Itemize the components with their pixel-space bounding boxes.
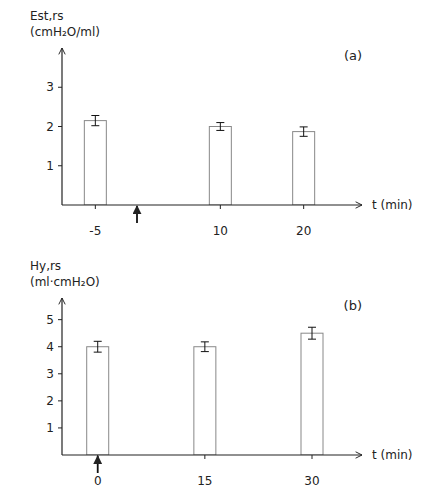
error-bar-stem [312, 327, 313, 339]
y-tick-label: 3 [46, 367, 54, 381]
error-bar-cap [94, 341, 102, 342]
y-tick-label: 4 [46, 340, 54, 354]
y-axis-label: Hy,rs [30, 259, 61, 273]
error-bar [94, 341, 102, 352]
x-axis-label: t (min) [372, 198, 413, 212]
y-tick [58, 427, 62, 428]
error-bar-cap [300, 126, 308, 127]
panel: 1 2 3 -5 10 20 t (min) Est,rs (cmH₂O/ml) (a) [30, 9, 413, 238]
y-tick [58, 346, 62, 347]
error-bar-cap [94, 352, 102, 353]
y-axis [61, 298, 62, 455]
y-tick [58, 373, 62, 374]
figure: 1 2 3 -5 10 20 t (min) Est,rs (cmH₂O/ml) (a) 1 2 3 4 5… [0, 0, 421, 500]
panel: 1 2 3 4 5 0 15 30 t (min) Hy,rs (ml·cmH₂O) (b) [30, 259, 413, 488]
y-axis-label: Est,rs [30, 9, 64, 23]
x-tick [312, 455, 313, 459]
y-tick-label: 2 [46, 394, 54, 408]
error-bar-stem [220, 123, 221, 131]
bar [293, 132, 315, 205]
x-tick-label: -5 [89, 224, 101, 238]
y-tick-label: 2 [46, 120, 54, 134]
error-bar-cap [216, 122, 224, 123]
error-bar-stem [97, 341, 98, 352]
y-axis-label: (cmH₂O/ml) [30, 25, 100, 39]
error-bar [91, 116, 99, 126]
y-tick-label: 3 [46, 80, 54, 94]
y-axis-label: (ml·cmH₂O) [30, 275, 100, 289]
y-tick [58, 400, 62, 401]
error-bar-cap [201, 341, 209, 342]
x-tick [220, 205, 221, 209]
error-bar-cap [300, 136, 308, 137]
error-bar-cap [308, 339, 316, 340]
error-bar-cap [308, 327, 316, 328]
x-tick-label: 0 [94, 474, 102, 488]
error-bar-stem [204, 342, 205, 352]
error-bar-cap [91, 115, 99, 116]
panel-title: (a) [344, 48, 362, 63]
annotation-arrow [136, 206, 138, 223]
chart-root: 1 2 3 -5 10 20 t (min) Est,rs (cmH₂O/ml) (a) 1 2 3 4 5… [0, 0, 421, 500]
bar [87, 347, 109, 455]
y-tick-label: 5 [46, 313, 54, 327]
bar [209, 127, 231, 206]
y-tick [58, 165, 62, 166]
y-tick [58, 87, 62, 88]
annotation-arrow [97, 456, 99, 473]
error-bar [300, 127, 308, 136]
x-tick [95, 205, 96, 209]
bar [194, 347, 216, 455]
bar [301, 333, 323, 455]
y-tick [58, 126, 62, 127]
y-tick-label: 1 [46, 421, 54, 435]
x-tick-label: 15 [197, 474, 212, 488]
x-axis-label: t (min) [372, 448, 413, 462]
x-axis [62, 204, 362, 205]
error-bar-stem [303, 127, 304, 136]
bar [84, 121, 106, 205]
error-bar [308, 327, 316, 339]
x-tick-label: 30 [304, 474, 319, 488]
y-tick-label: 1 [46, 159, 54, 173]
error-bar [201, 342, 209, 352]
x-axis [62, 454, 362, 455]
y-tick [58, 319, 62, 320]
x-tick-label: 20 [296, 224, 311, 238]
error-bar [216, 123, 224, 131]
x-tick-label: 10 [213, 224, 228, 238]
error-bar-cap [201, 351, 209, 352]
plot-area [87, 327, 323, 455]
plot-area [84, 116, 314, 205]
error-bar-cap [216, 130, 224, 131]
error-bar-stem [95, 116, 96, 126]
error-bar-cap [91, 125, 99, 126]
x-tick [204, 455, 205, 459]
panel-title: (b) [344, 298, 362, 313]
x-tick [303, 205, 304, 209]
